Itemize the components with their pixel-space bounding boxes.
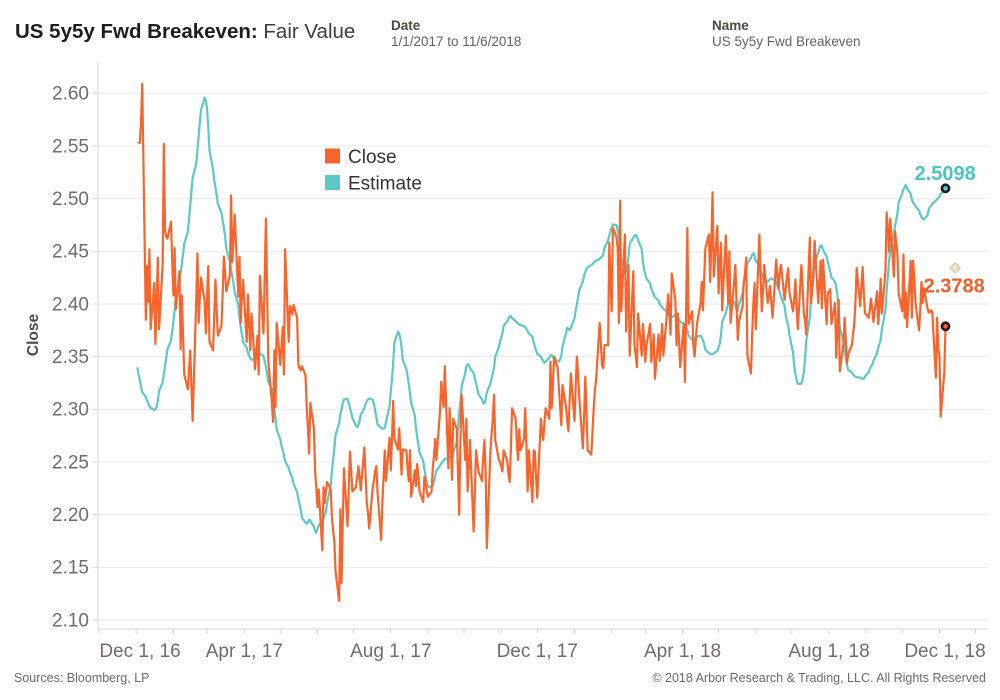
legend-swatch-close[interactable] [325,148,340,164]
axes [92,62,988,634]
x-tick-label: Dec 1, 16 [99,641,180,662]
y-tick-label: 2.45 [52,242,89,263]
estimate-end-marker[interactable] [940,183,951,194]
y-tick-label: 2.40 [52,294,89,315]
y-tick-label: 2.55 [52,136,89,157]
x-tick-label: Dec 1, 18 [904,641,985,662]
x-tick-label: Apr 1, 18 [644,641,721,662]
y-tick-label: 2.30 [52,400,89,421]
sources-caption: Sources: Bloomberg, LP [14,671,150,685]
close-end-marker[interactable] [940,321,951,332]
chart-title: US 5y5y Fwd Breakeven: Fair Value [15,20,355,44]
close-line[interactable] [137,82,947,603]
x-tick-label: Apr 1, 17 [206,641,283,662]
y-tick-label: 2.35 [52,347,89,368]
chart-title-main: US 5y5y Fwd Breakeven: [15,20,258,43]
y-tick-label: 2.50 [52,189,89,210]
estimate-end-label: 2.5098 [915,163,976,185]
x-tick-label: Aug 1, 18 [788,641,869,662]
y-tick-label: 2.15 [52,558,89,579]
name-parameter-value: US 5y5y Fwd Breakeven [712,34,861,49]
chart-title-subtitle: Fair Value [263,20,356,43]
x-axis-tick-labels: Dec 1, 16 Apr 1, 17 Aug 1, 17 Dec 1, 17 Apr … [99,641,985,662]
x-tick-label: Dec 1, 17 [497,641,578,662]
gridlines [98,92,988,621]
y-tick-label: 2.10 [52,610,89,631]
copyright-caption: © 2018 Arbor Research & Trading, LLC. Al… [652,671,986,685]
y-tick-label: 2.25 [52,452,89,473]
forecast-diamond-marker [949,261,962,274]
date-parameter: Date 1/1/2017 to 11/6/2018 [391,18,521,49]
name-parameter: Name US 5y5y Fwd Breakeven [712,18,861,49]
legend: Close Estimate [325,147,422,195]
y-tick-label: 2.60 [52,84,89,105]
date-parameter-label: Date [391,18,421,33]
legend-label-close[interactable]: Close [348,147,397,168]
x-tick-label: Aug 1, 17 [350,641,431,662]
y-tick-label: 2.20 [52,505,89,526]
legend-label-estimate[interactable]: Estimate [348,174,422,195]
close-end-label: 2.3788 [924,275,985,297]
legend-swatch-estimate[interactable] [325,175,340,190]
name-parameter-label: Name [712,18,749,33]
y-axis-title: Close [25,313,42,357]
date-parameter-value: 1/1/2017 to 11/6/2018 [391,34,522,49]
y-axis-title-container: Close [14,290,54,382]
y-axis-tick-labels: 2.10 2.15 2.20 2.25 2.30 2.35 2.40 2.45 2.50 2.55… [52,84,89,632]
